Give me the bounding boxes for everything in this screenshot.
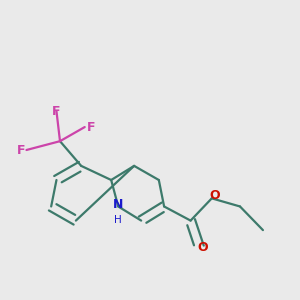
Text: H: H [114,215,122,225]
Text: F: F [52,105,61,118]
Text: O: O [198,241,208,254]
Text: F: F [17,143,26,157]
Text: N: N [113,198,123,211]
Text: O: O [209,189,220,202]
Text: F: F [87,121,95,134]
